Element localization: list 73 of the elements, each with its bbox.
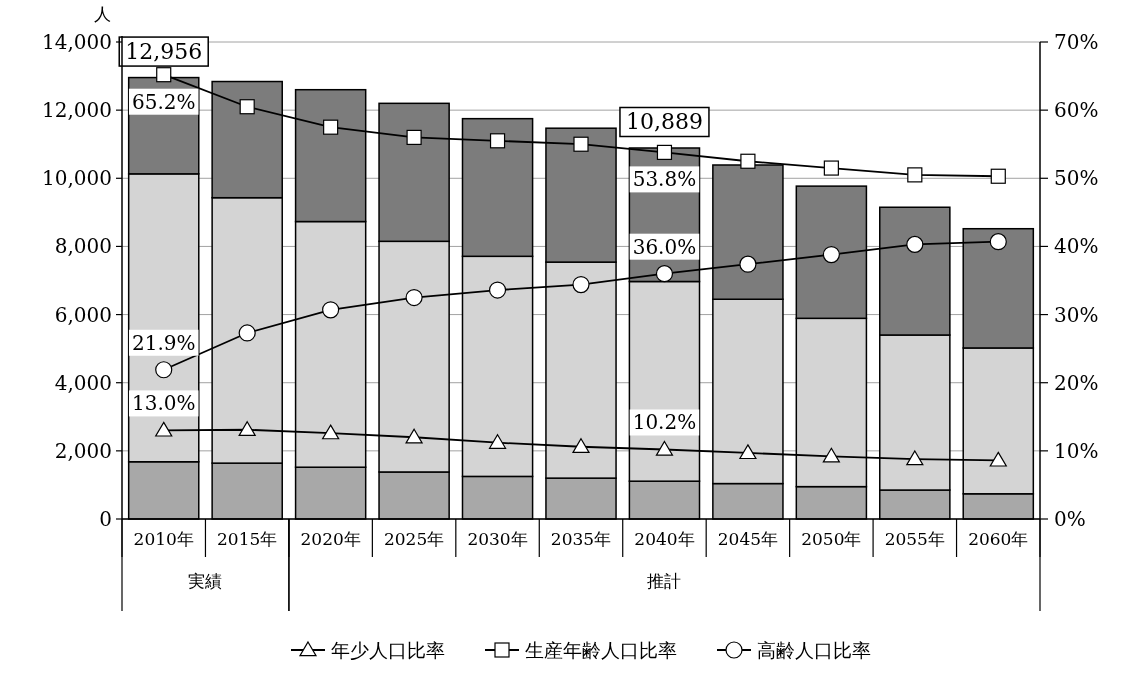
point	[655, 440, 674, 456]
point	[238, 421, 256, 436]
x-tick-label: 2050年	[801, 529, 862, 549]
point	[323, 119, 339, 135]
text: 推計	[647, 571, 682, 591]
point	[740, 153, 756, 169]
y-tick-label: 12,000	[42, 98, 112, 123]
data-label: 13.0%	[131, 391, 196, 416]
point	[488, 434, 507, 449]
point	[822, 246, 840, 264]
y2-tick-label: 40%	[1054, 234, 1099, 259]
point	[322, 424, 340, 440]
x-tick-label: 2030年	[467, 529, 528, 549]
point	[155, 361, 173, 379]
point	[322, 301, 340, 319]
point	[489, 133, 506, 149]
total-label: 12,956	[125, 39, 203, 65]
legend-label: 生産年齢人口比率	[525, 639, 677, 661]
point	[655, 265, 674, 283]
point	[238, 324, 256, 342]
y2-tick-label: 30%	[1054, 302, 1099, 327]
legend-label: 年少人口比率	[331, 639, 445, 661]
y-tick-label: 0	[99, 507, 112, 531]
point	[989, 451, 1007, 467]
point	[488, 281, 507, 299]
x-tick-label: 2060年	[968, 529, 1029, 549]
point	[822, 447, 840, 463]
y-tick-label: 2,000	[54, 438, 112, 463]
y2-tick-label: 10%	[1054, 438, 1099, 463]
point	[405, 428, 423, 444]
y2-tick-label: 50%	[1054, 166, 1099, 191]
data-label: 36.0%	[632, 234, 697, 259]
x-tick-label: 2035年	[550, 529, 612, 549]
x-tick-label: 2020年	[300, 529, 361, 549]
point	[739, 255, 757, 273]
x-tick-label: 2045年	[717, 529, 779, 549]
point	[906, 235, 924, 253]
data-label: 21.9%	[131, 330, 196, 355]
point	[405, 288, 423, 307]
point	[656, 144, 673, 160]
point	[907, 167, 923, 183]
data-label: 10.2%	[632, 410, 697, 435]
point	[573, 136, 589, 152]
y2-tick-label: 20%	[1054, 370, 1099, 395]
y-axis-title: 人	[93, 4, 111, 24]
y-tick-label: 4,000	[54, 370, 112, 395]
y-tick-label: 8,000	[54, 234, 112, 259]
x-tick-label: 2040年	[634, 529, 695, 549]
y-tick-label: 10,000	[42, 166, 112, 191]
point	[572, 275, 590, 294]
x-tick-label: 2055年	[884, 529, 945, 549]
point	[156, 67, 172, 83]
y2-tick-label: 60%	[1054, 98, 1099, 123]
point	[906, 450, 924, 466]
point	[739, 444, 757, 460]
x-tick-label: 2010年	[133, 529, 194, 549]
x-tick-label: 2025年	[383, 529, 445, 549]
point	[572, 438, 590, 453]
data-label: 53.8%	[632, 167, 697, 192]
point	[239, 99, 255, 115]
text: 実績	[188, 571, 223, 591]
point	[990, 168, 1006, 184]
x-tick-label: 2015年	[217, 529, 278, 549]
total-label: 10,889	[625, 109, 703, 135]
y2-tick-label: 70%	[1054, 30, 1099, 54]
y-tick-label: 6,000	[54, 302, 112, 327]
data-label: 65.2%	[131, 89, 196, 114]
y-tick-label: 14,000	[42, 30, 112, 54]
point	[989, 233, 1007, 251]
point	[406, 129, 422, 145]
y2-tick-label: 0%	[1054, 507, 1086, 531]
legend-label: 高齢人口比率	[757, 639, 871, 661]
point	[155, 421, 173, 437]
